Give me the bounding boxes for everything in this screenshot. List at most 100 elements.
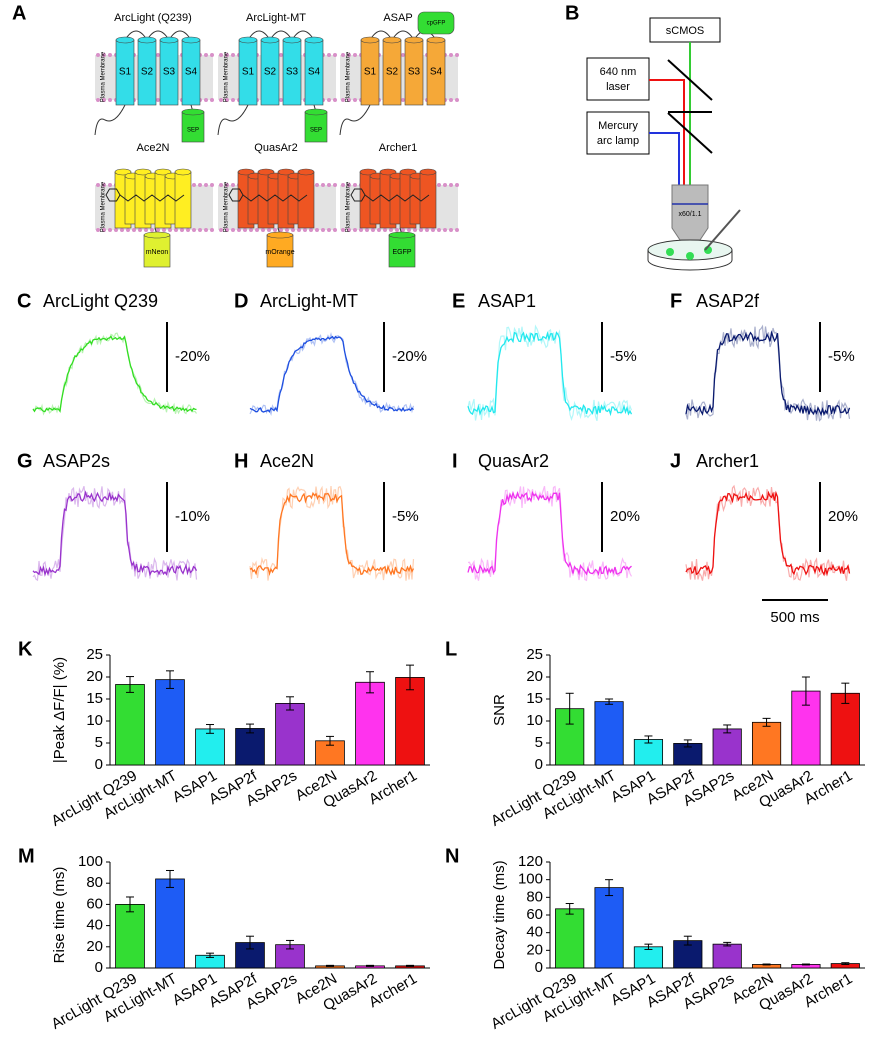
- lipid: [449, 183, 453, 187]
- lipid: [204, 53, 208, 57]
- lipid: [255, 228, 259, 232]
- y-tick-label: 100: [78, 853, 103, 870]
- lipid: [347, 183, 351, 187]
- trace-name: ASAP2s: [43, 451, 110, 471]
- lipid: [204, 183, 208, 187]
- y-tick-label: 60: [86, 895, 103, 912]
- helix-top: [159, 36, 179, 44]
- trace: [685, 490, 851, 577]
- bar: [355, 681, 385, 766]
- tail: [217, 104, 249, 136]
- y-tick-label: 80: [86, 874, 103, 891]
- lipid: [279, 53, 283, 57]
- beam: [649, 79, 685, 185]
- y-tick-label: 15: [86, 690, 103, 707]
- scale-label: -10%: [175, 508, 210, 525]
- lipid: [102, 183, 106, 187]
- trace-name: Ace2N: [260, 451, 314, 471]
- trace: [249, 335, 414, 413]
- lipid: [371, 228, 375, 232]
- lipid: [303, 228, 307, 232]
- lipid: [120, 228, 124, 232]
- scale-label: -5%: [610, 348, 637, 365]
- trace-noise: [32, 486, 198, 582]
- y-tick-label: 10: [86, 712, 103, 729]
- fp-label: SEP: [310, 128, 322, 134]
- bar: [155, 679, 185, 766]
- helix-top: [266, 231, 294, 239]
- lipid: [353, 53, 357, 57]
- lipid: [407, 228, 411, 232]
- y-tick-label: 0: [535, 959, 543, 976]
- lipid: [231, 98, 235, 102]
- y-tick-label: 120: [518, 853, 543, 870]
- lipid: [231, 183, 235, 187]
- y-tick-label: 40: [86, 917, 103, 934]
- lipid: [449, 53, 453, 57]
- y-axis-label: SNR: [491, 694, 508, 726]
- panel-letter: A: [12, 2, 26, 24]
- segment-label: S4: [185, 67, 198, 78]
- trace-name: ArcLight Q239: [43, 291, 158, 311]
- bar: [155, 878, 185, 969]
- error-bar: [565, 692, 574, 725]
- lipid: [249, 228, 253, 232]
- error-bar: [286, 696, 294, 711]
- trace: [467, 490, 632, 577]
- lipid: [431, 228, 435, 232]
- lipid: [347, 53, 351, 57]
- lipid: [333, 98, 337, 102]
- segment-label: S4: [308, 67, 321, 78]
- panel-letter: K: [18, 638, 33, 660]
- time-scale-label: 500 ms: [770, 609, 819, 626]
- trace: [249, 491, 415, 577]
- membrane-label: Plasma Membrane: [346, 51, 352, 102]
- panel-letter: E: [452, 290, 465, 312]
- error-bar: [406, 664, 414, 691]
- pipette: [704, 209, 741, 251]
- fp-label: mOrange: [265, 249, 294, 256]
- lipid: [237, 228, 241, 232]
- lipid: [333, 228, 337, 232]
- helix-top: [143, 231, 171, 239]
- construct-name: ArcLight (Q239): [114, 12, 192, 24]
- lipid: [291, 228, 295, 232]
- cell: [666, 248, 674, 256]
- trace-name: ASAP2f: [696, 291, 760, 311]
- lipid: [315, 183, 319, 187]
- trace: [467, 330, 633, 417]
- segment-label: S1: [364, 67, 377, 78]
- membrane-label: Plasma Membrane: [224, 181, 230, 232]
- retinal-ring: [105, 188, 121, 202]
- lipid: [273, 228, 277, 232]
- error-bar: [723, 724, 732, 734]
- panel-letter: G: [17, 450, 33, 472]
- lipid: [341, 228, 345, 232]
- error-bar: [126, 896, 134, 913]
- error-bar: [801, 963, 810, 966]
- scale-label: -20%: [175, 348, 210, 365]
- helix-top: [426, 36, 446, 44]
- segment-label: S3: [408, 67, 421, 78]
- helix-top: [382, 36, 402, 44]
- lipid: [297, 228, 301, 232]
- construct-name: Ace2N: [136, 142, 169, 154]
- laser-label: laser: [606, 81, 630, 93]
- lipid: [327, 53, 331, 57]
- lipid: [413, 228, 417, 232]
- construct-name: ArcLight-MT: [246, 12, 306, 24]
- panel-letter: F: [670, 290, 682, 312]
- lipid: [341, 183, 345, 187]
- bar: [830, 692, 860, 766]
- construct-name: ASAP: [383, 12, 412, 24]
- lipid: [96, 53, 100, 57]
- lipid: [347, 228, 351, 232]
- error-bar: [286, 939, 294, 950]
- lipid: [455, 53, 459, 57]
- lipid: [219, 98, 223, 102]
- construct-name: QuasAr2: [254, 142, 297, 154]
- bar: [712, 943, 742, 969]
- lipid: [225, 183, 229, 187]
- lipid: [162, 228, 166, 232]
